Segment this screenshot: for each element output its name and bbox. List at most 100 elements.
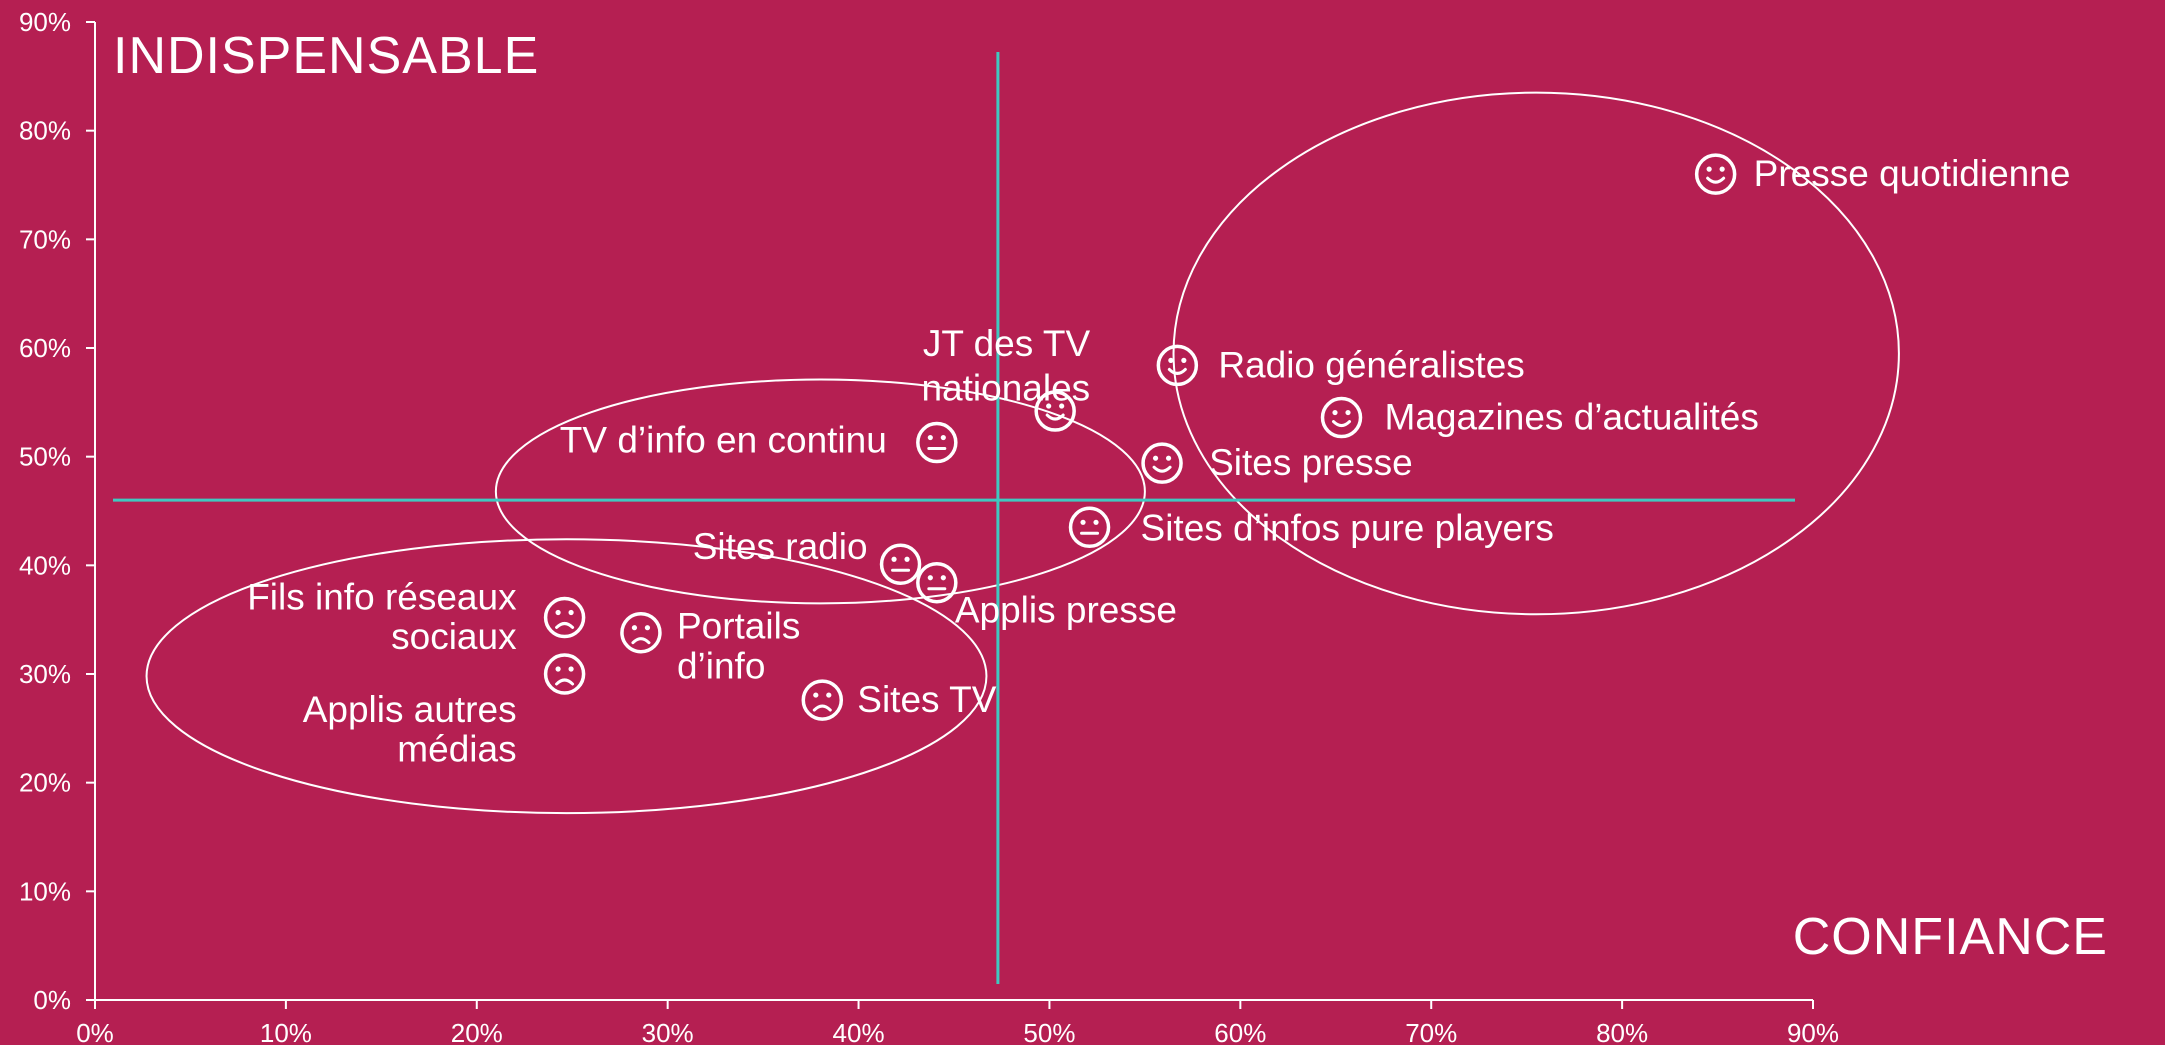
icon-face [916, 421, 958, 464]
data-point: Applis presse [916, 561, 1177, 631]
smile-icon [1694, 153, 1737, 195]
icon-eye [927, 575, 933, 581]
data-point: Sites radio [693, 526, 922, 585]
icon-mouth [812, 704, 832, 712]
icon-face [543, 653, 586, 695]
icon-eye [568, 609, 574, 616]
icon-mouth [631, 637, 651, 645]
icon-eye [940, 434, 946, 441]
x-axis-title: CONFIANCE [1793, 908, 2108, 966]
icon-mouth [1332, 420, 1351, 428]
smile-icon [1320, 396, 1363, 439]
y-tick-label: 0% [33, 985, 71, 1015]
icon-eye [826, 692, 832, 698]
icon-eye [1719, 166, 1725, 172]
icon-eye [1080, 519, 1086, 525]
icon-eye [904, 556, 910, 562]
icon-face [879, 543, 922, 585]
icon-mouth [1706, 176, 1726, 184]
icon-eye [1181, 357, 1187, 363]
x-tick-label: 60% [1214, 1018, 1266, 1045]
y-tick-label: 50% [19, 442, 71, 472]
data-point-label: Presse quotidienne [1754, 153, 2071, 194]
axes: 0% 10% 20% 30% 40% 50% 60% 70% 80% 90% 0% 10% 20% 30%… [19, 7, 1839, 1045]
icon-eye [644, 625, 651, 631]
group-ellipse-negative [145, 538, 988, 815]
y-axis-title: INDISPENSABLE [113, 27, 539, 85]
icon-face [801, 679, 844, 721]
icon-eye [555, 666, 561, 672]
data-point-label: Sites d’infos pure players [1141, 507, 1554, 548]
y-tick-label: 20% [19, 768, 71, 798]
x-tick-label: 50% [1023, 1018, 1075, 1045]
icon-face [1068, 506, 1111, 549]
x-tick-label: 20% [451, 1018, 503, 1045]
x-tick-label: 10% [260, 1018, 312, 1045]
icon-face [1156, 344, 1199, 387]
data-point: Sites d’infos pure players [1068, 506, 1554, 549]
y-tick-label: 30% [19, 659, 71, 689]
y-tick-label: 90% [19, 7, 71, 37]
data-point-label: Applis presse [955, 590, 1177, 631]
sad-icon [543, 596, 586, 639]
icon-eye [1165, 455, 1172, 461]
y-tick-label: 40% [19, 550, 71, 580]
group-ellipse-positive [1172, 91, 1900, 616]
icon-face [543, 596, 586, 639]
data-point-label: sociaux [391, 616, 517, 657]
data-point: Sites presse [1141, 442, 1413, 484]
icon-face [1694, 153, 1737, 195]
x-tick-label: 70% [1405, 1018, 1457, 1045]
x-tick-label: 90% [1787, 1018, 1839, 1045]
sad-icon [620, 611, 662, 654]
icon-mouth [555, 678, 575, 686]
smile-icon [1141, 442, 1183, 484]
x-tick-label: 0% [76, 1018, 114, 1045]
data-point-label: Fils info réseaux [247, 576, 517, 617]
icon-mouth [555, 622, 575, 629]
data-point-label: d’info [677, 645, 765, 686]
data-point-label: Applis autres [303, 689, 517, 730]
icon-eye [1706, 166, 1712, 172]
icon-eye [631, 625, 638, 631]
neutral-icon [879, 543, 922, 585]
data-point-label: Sites radio [693, 526, 868, 567]
sad-icon [543, 653, 586, 695]
icon-face [1320, 396, 1363, 439]
icon-mouth [1167, 367, 1187, 375]
data-point: Magazines d’actualités [1320, 396, 1759, 439]
neutral-icon [1068, 506, 1111, 549]
data-point: TV d’info en continu [560, 420, 958, 464]
icon-eye [1059, 403, 1065, 409]
y-tick-label: 60% [19, 333, 71, 363]
data-point-label: Sites presse [1209, 442, 1413, 483]
y-tick-label: 70% [19, 224, 71, 254]
data-point-label: nationales [921, 367, 1090, 408]
icon-eye [927, 434, 933, 441]
data-point: Radio généralistes [1156, 344, 1525, 387]
icon-eye [1345, 409, 1351, 416]
y-tick-label: 10% [19, 876, 71, 906]
data-point-label: Portails [677, 606, 800, 647]
neutral-icon [916, 561, 958, 604]
data-point-label: médias [397, 729, 516, 770]
icon-eye [940, 575, 946, 581]
neutral-icon [916, 421, 958, 464]
data-point: Presse quotidienne [1694, 153, 2071, 195]
x-tick-label: 40% [833, 1018, 885, 1045]
icon-eye [813, 692, 819, 698]
icon-eye [1046, 403, 1052, 409]
icon-face [916, 561, 958, 604]
icon-eye [1332, 409, 1338, 416]
icon-eye [568, 666, 574, 672]
data-point-label: TV d’info en continu [560, 420, 887, 461]
y-tick-label: 80% [19, 116, 71, 146]
data-point-label: JT des TV [923, 323, 1091, 364]
icon-mouth [1045, 413, 1065, 421]
reference-lines [113, 52, 1795, 984]
icon-mouth [1152, 465, 1172, 473]
